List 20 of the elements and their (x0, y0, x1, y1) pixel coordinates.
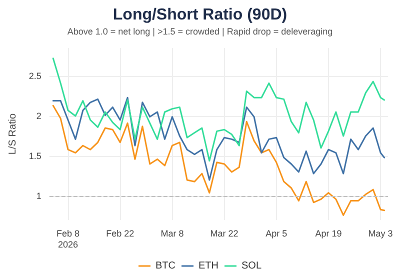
x-tick-label: May 3 (368, 228, 393, 238)
chart-subtitle: Above 1.0 = net long | >1.5 = crowded | Rapid drop = deleveraging (67, 26, 333, 36)
y-axis-title: L/S Ratio (8, 113, 18, 155)
x-tick-label: Feb 22 (106, 228, 134, 238)
x-tick-label: Apr 19 (315, 228, 342, 238)
line-series (52, 104, 386, 216)
x-tick-label: Apr 5 (266, 228, 288, 238)
legend-label: ETH (198, 260, 218, 272)
x-tick-label: Mar 8 (160, 228, 184, 238)
legend-label: SOL (241, 260, 262, 272)
x-tick-label: Feb 8 2026 (56, 228, 80, 250)
y-tick-label: 2.5 (28, 71, 42, 81)
x-tick-label: Mar 22 (210, 228, 238, 238)
chart-title: Long/Short Ratio (90D) (112, 6, 288, 24)
line-series (52, 96, 386, 181)
y-tick-label: 2 (36, 111, 42, 121)
legend-label: BTC (155, 260, 176, 272)
y-tick-label: 1 (36, 191, 42, 201)
y-tick-label: 1.5 (28, 151, 42, 161)
line-series (52, 58, 386, 162)
